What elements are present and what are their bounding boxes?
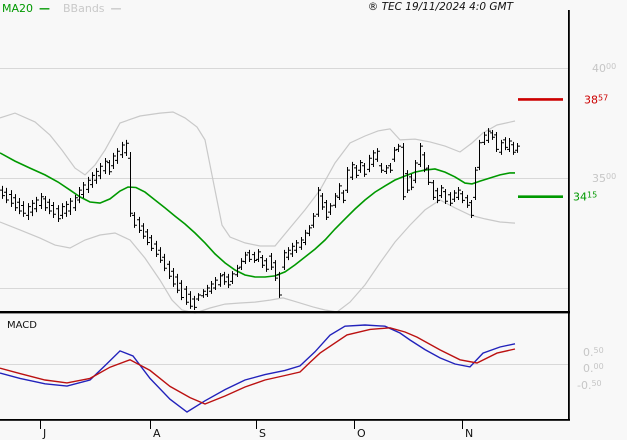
copyright-text: ® TEC 19/11/2024 4:0 GMT [367, 1, 513, 13]
bbands-line-swatch: — [110, 2, 122, 15]
bottom-axis-line [0, 419, 570, 421]
month-label: S [259, 427, 266, 440]
macd-axis-label: -0.50 [577, 379, 602, 392]
macd-signal-line [0, 327, 516, 405]
macd-line [0, 324, 516, 413]
month-label: A [153, 427, 161, 440]
macd-axis-label: 0.00 [583, 362, 604, 375]
bollinger-lower-line [0, 199, 516, 314]
price-axis-label: 3857 [584, 93, 608, 106]
macd-axis-label: 0.50 [583, 346, 604, 359]
bbands-legend-label: BBands [63, 2, 105, 15]
month-label: O [357, 427, 366, 440]
price-axis-label: 3415 [573, 191, 597, 204]
month-label: J [42, 427, 46, 440]
macd-panel-label: MACD [7, 320, 37, 331]
plot-right-border [568, 10, 570, 420]
month-label: N [465, 427, 473, 440]
price-axis-label: 3500 [592, 172, 616, 185]
ma20-line-swatch: — [39, 2, 50, 15]
panel-divider [0, 311, 570, 314]
ma20-line [0, 152, 515, 278]
bollinger-upper-line [0, 111, 516, 247]
legend: MA20 — BBands — [2, 2, 122, 15]
price-axis-label: 4000 [592, 62, 616, 75]
price-bars [0, 128, 520, 310]
ma20-legend-label: MA20 [2, 2, 34, 15]
